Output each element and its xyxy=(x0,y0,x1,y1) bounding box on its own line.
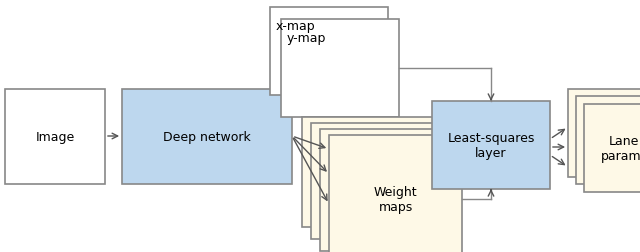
Text: x-map: x-map xyxy=(276,20,316,33)
Bar xyxy=(576,97,640,184)
Bar xyxy=(270,8,388,96)
Text: Image: Image xyxy=(35,131,75,143)
Bar xyxy=(568,90,640,177)
Text: y-map: y-map xyxy=(287,32,326,45)
Bar xyxy=(281,20,399,117)
Text: Deep network: Deep network xyxy=(163,131,251,143)
Text: Least-squares
layer: Least-squares layer xyxy=(447,132,534,159)
Bar xyxy=(432,102,550,189)
Bar xyxy=(302,117,435,227)
Bar xyxy=(320,130,453,251)
Text: Lane
params: Lane params xyxy=(600,135,640,162)
Bar xyxy=(122,90,292,184)
Text: Weight
maps: Weight maps xyxy=(374,185,417,213)
Bar xyxy=(329,136,462,252)
Bar xyxy=(5,90,105,184)
Bar xyxy=(311,123,444,239)
Bar xyxy=(584,105,640,192)
